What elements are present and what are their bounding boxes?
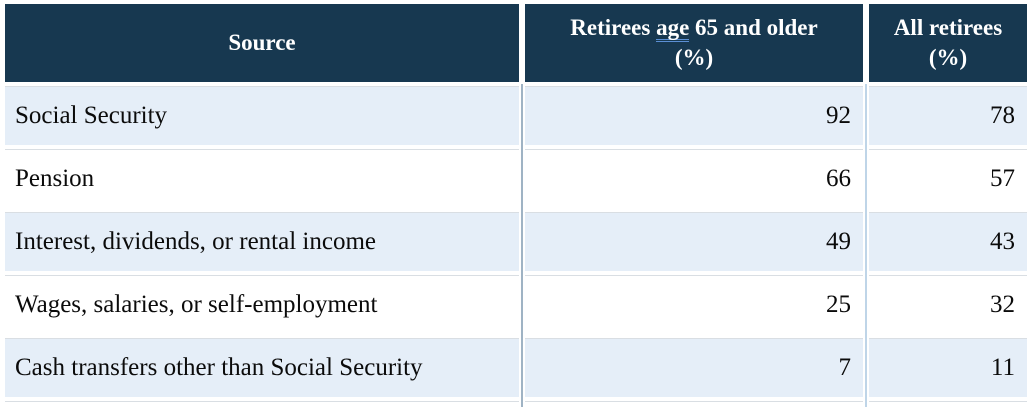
source-cell: Wages, salaries, or self-employment: [5, 275, 519, 334]
header-retirees-65-post: 65 and older: [689, 15, 818, 40]
all-retirees-cell: 78: [869, 86, 1027, 145]
source-cell: [5, 401, 519, 407]
all-retirees-cell: 11: [869, 338, 1027, 397]
all-retirees-cell: [869, 401, 1027, 407]
source-cell: Cash transfers other than Social Securit…: [5, 338, 519, 397]
header-retirees-65-line1: Retirees age 65 and older: [570, 13, 818, 43]
header-all-retirees-unit: (%): [928, 45, 968, 70]
header-retirees-65-pre: Retirees: [570, 15, 657, 40]
header-retirees-65-unit: (%): [674, 45, 714, 70]
table-row: Pension 66 57: [5, 149, 1027, 208]
source-cell: Interest, dividends, or rental income: [5, 212, 519, 271]
header-all-retirees: All retirees (%): [869, 4, 1027, 82]
retirees-65-cell: 66: [525, 149, 863, 208]
retirees-65-cell: 25: [525, 275, 863, 334]
retirees-65-cell: 49: [525, 212, 863, 271]
header-source: Source: [5, 4, 519, 82]
header-row: Source Retirees age 65 and older (%) All…: [5, 4, 1027, 82]
source-cell: Social Security: [5, 86, 519, 145]
all-retirees-cell: 32: [869, 275, 1027, 334]
retirees-65-cell: [525, 401, 863, 407]
all-retirees-cell: 43: [869, 212, 1027, 271]
table-row-partial: [5, 401, 1027, 407]
source-cell: Pension: [5, 149, 519, 208]
retirees-65-cell: 92: [525, 86, 863, 145]
column-divider: [521, 84, 523, 407]
header-source-label: Source: [228, 30, 296, 55]
header-retirees-65: Retirees age 65 and older (%): [525, 4, 863, 82]
table-row: Social Security 92 78: [5, 86, 1027, 145]
all-retirees-cell: 57: [869, 149, 1027, 208]
table-row: Wages, salaries, or self-employment 25 3…: [5, 275, 1027, 334]
table-row: Cash transfers other than Social Securit…: [5, 338, 1027, 397]
retirees-65-cell: 7: [525, 338, 863, 397]
column-divider: [865, 84, 867, 407]
table-row: Interest, dividends, or rental income 49…: [5, 212, 1027, 271]
header-all-retirees-line1: All retirees: [893, 15, 1003, 40]
grammar-underline-word: age: [656, 15, 690, 42]
